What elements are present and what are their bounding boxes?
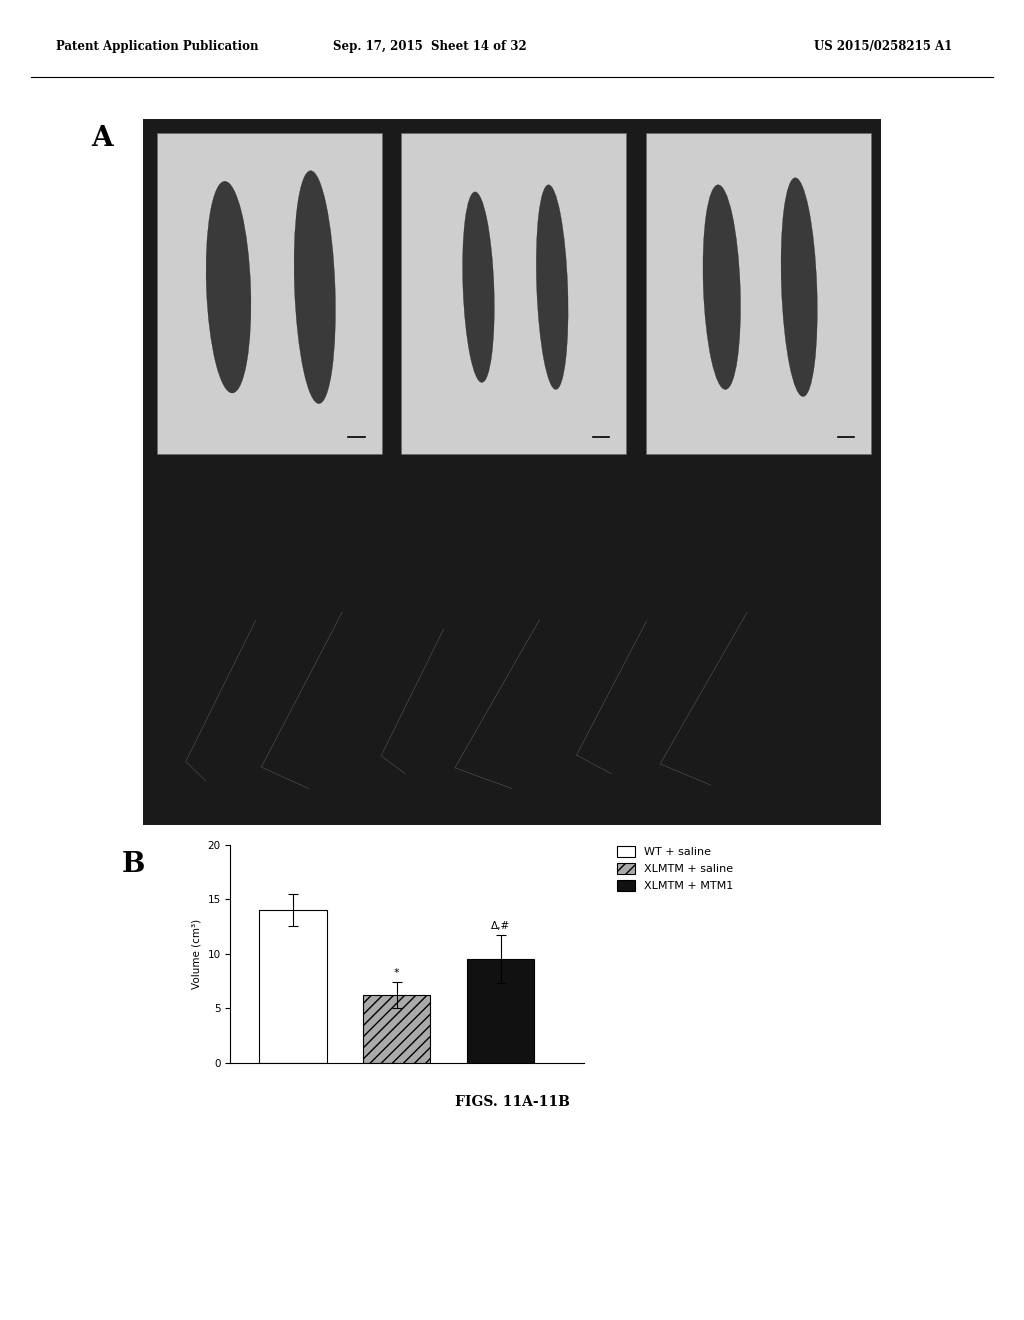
Bar [362,995,430,1063]
Text: Patent Application Publication: Patent Application Publication [56,40,259,53]
Polygon shape [185,620,256,781]
Bar [157,133,382,454]
Ellipse shape [463,191,495,383]
Bar [646,133,871,454]
Ellipse shape [702,185,740,389]
Text: *: * [394,968,399,978]
Y-axis label: Volume (cm³): Volume (cm³) [191,919,202,989]
Polygon shape [261,611,342,789]
Text: US 2015/0258215 A1: US 2015/0258215 A1 [814,40,952,53]
Polygon shape [660,612,748,785]
Polygon shape [381,628,443,774]
Bar [467,960,535,1063]
Text: FIGS. 11A-11B: FIGS. 11A-11B [455,1096,569,1109]
Ellipse shape [781,178,817,396]
Text: Sep. 17, 2015  Sheet 14 of 32: Sep. 17, 2015 Sheet 14 of 32 [333,40,527,53]
Bar [259,911,327,1063]
Legend: WT + saline, XLMTM + saline, XLMTM + MTM1: WT + saline, XLMTM + saline, XLMTM + MTM… [617,846,733,891]
Text: A: A [91,125,114,152]
Polygon shape [455,619,540,788]
Ellipse shape [206,181,251,393]
Ellipse shape [537,185,568,389]
Text: B: B [122,851,144,878]
Bar [401,133,627,454]
Text: Δ,#: Δ,# [490,921,510,931]
Ellipse shape [294,170,336,404]
Polygon shape [577,620,646,774]
